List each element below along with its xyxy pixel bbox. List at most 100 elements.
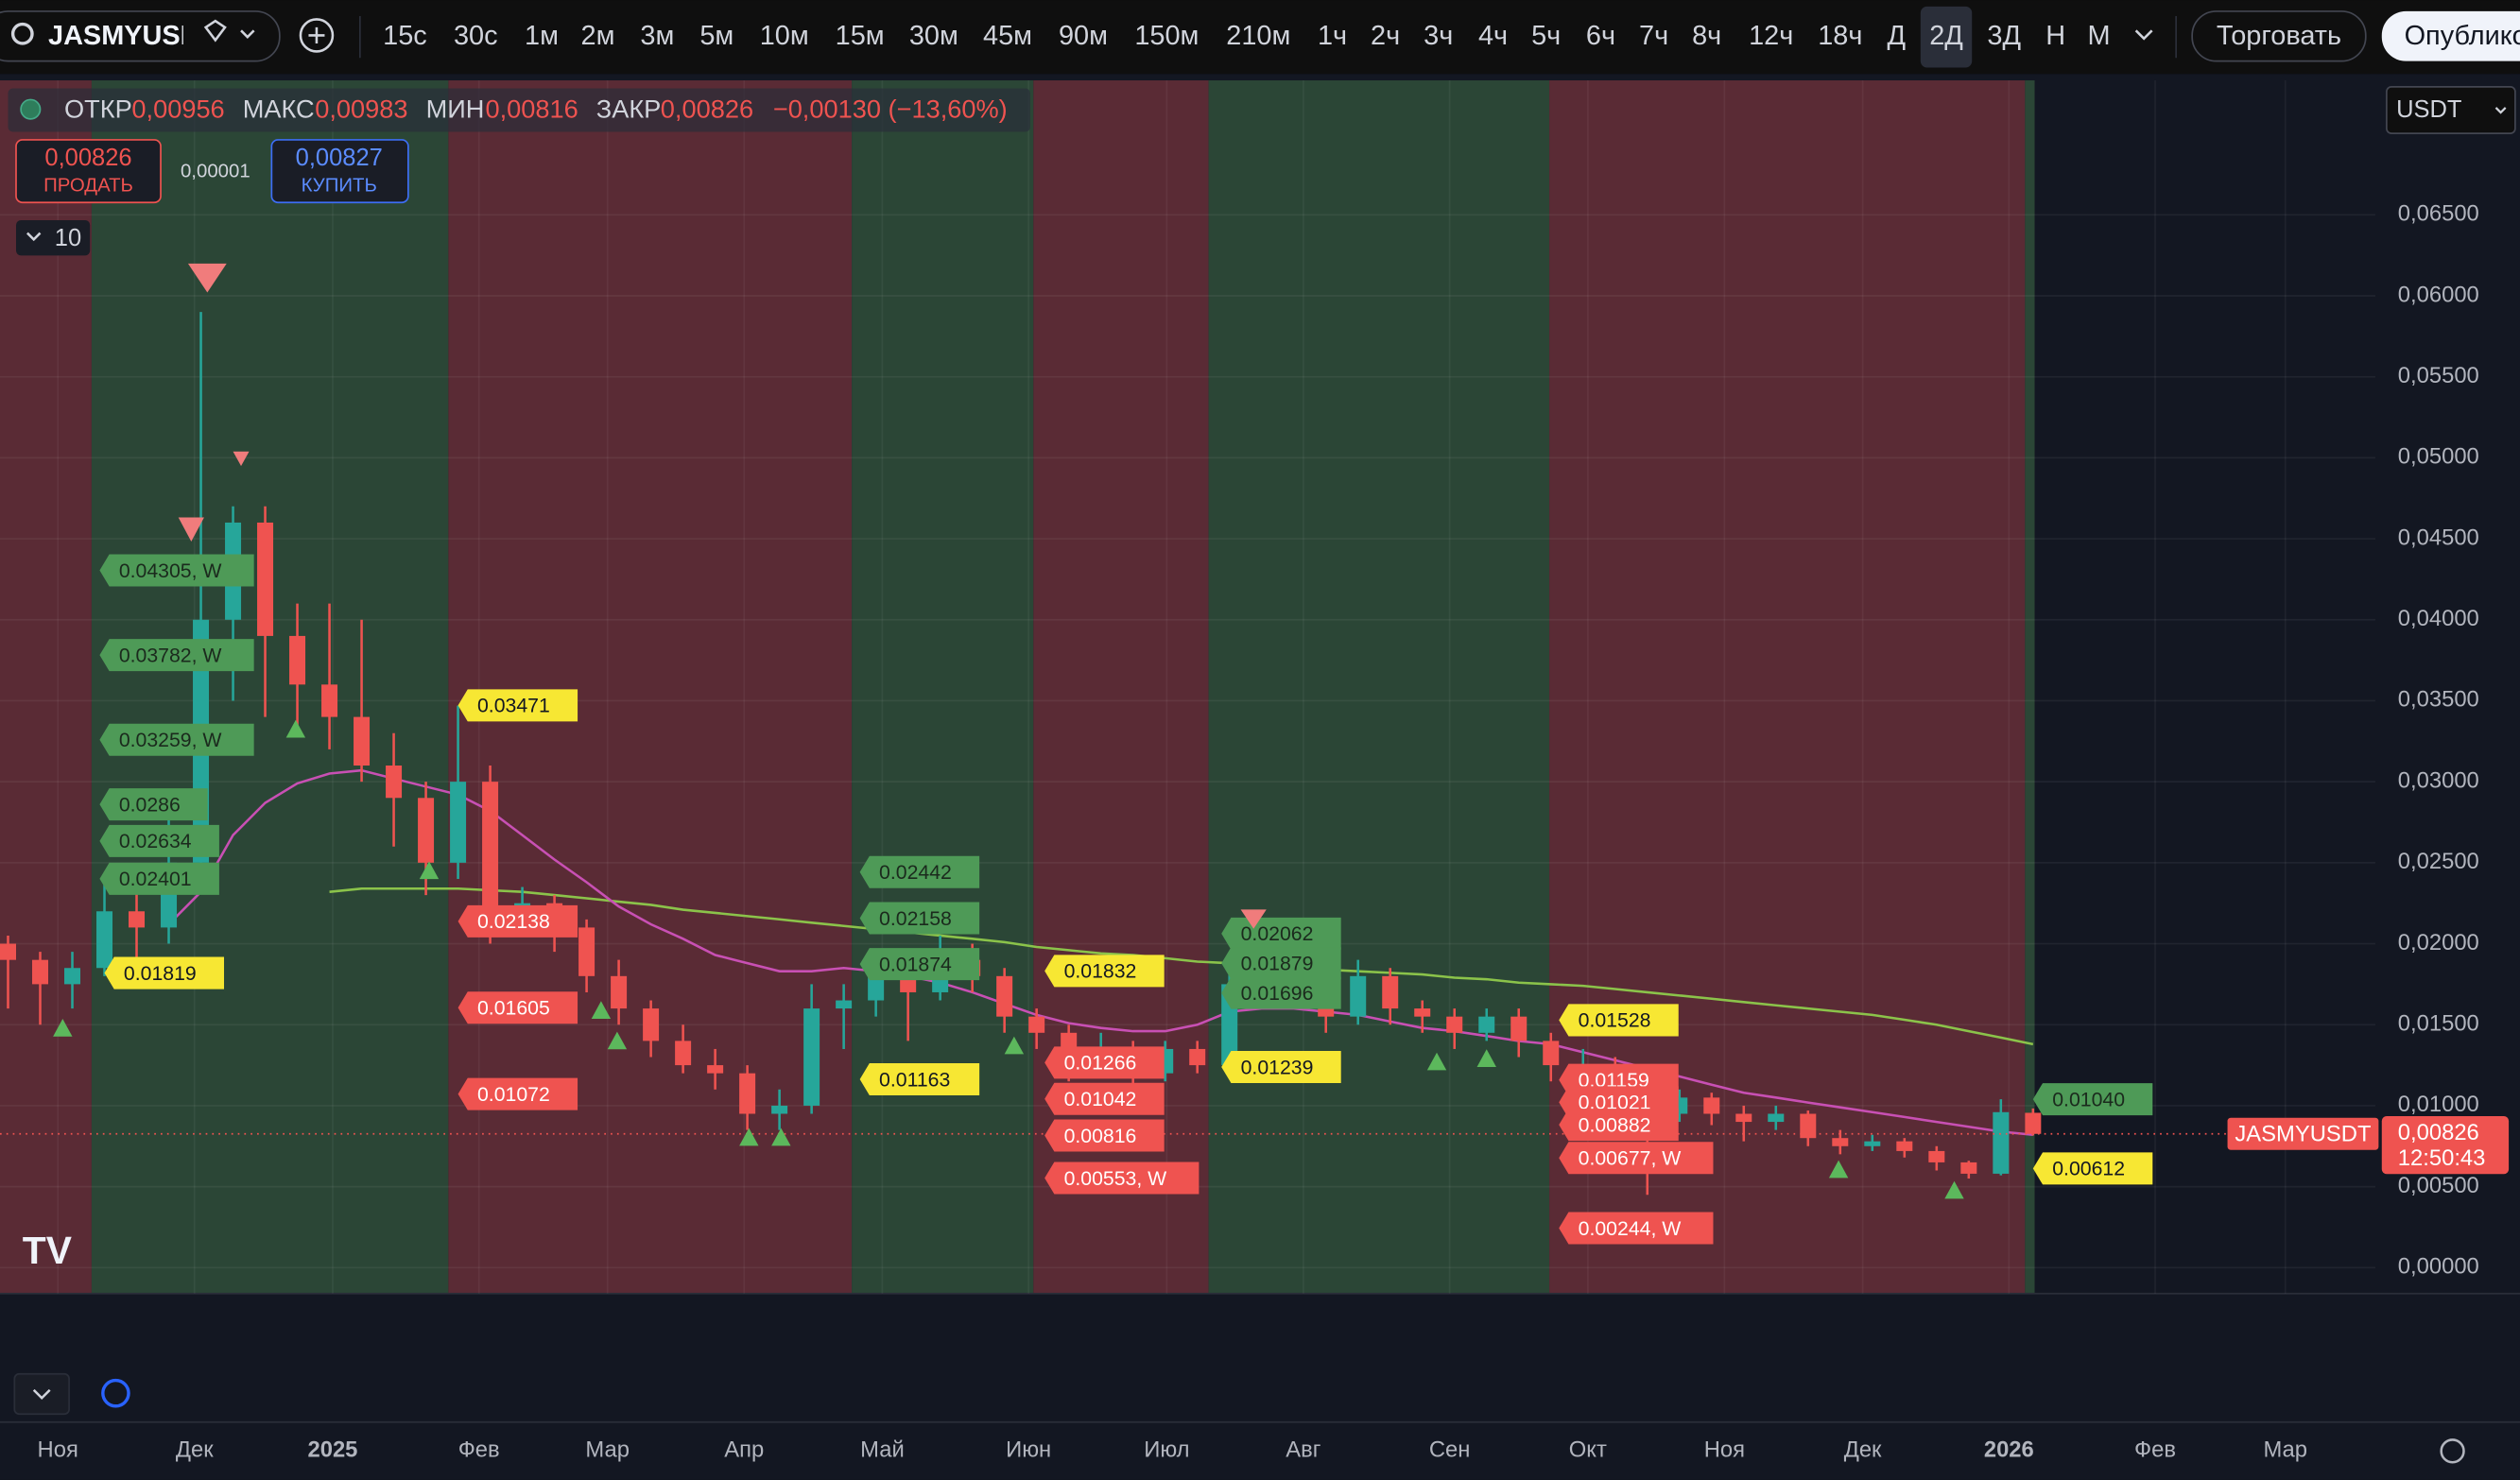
trade-button[interactable] <box>2191 10 2367 62</box>
interval[interactable]: Н <box>2045 21 2065 51</box>
legend-bg <box>8 88 1030 132</box>
interval[interactable]: 2ч <box>1371 21 1400 51</box>
candle-body <box>1800 1113 1817 1139</box>
buy-button[interactable] <box>270 139 409 204</box>
buy-signal <box>607 1031 628 1050</box>
candle-body <box>1510 1016 1528 1041</box>
buy-price[interactable]: 0,00827 <box>296 145 383 171</box>
interval[interactable]: 30м <box>909 21 958 51</box>
price-tag: 0.00816 <box>1044 1119 1165 1152</box>
interval[interactable]: 3ч <box>1424 21 1453 51</box>
active-interval-bg <box>1920 6 1973 68</box>
x-tick-label: Мар <box>2263 1437 2307 1463</box>
price-tag-label: 0.03782, W <box>119 644 222 666</box>
price-tag-label: 0.01605 <box>477 997 550 1020</box>
chevron <box>32 1388 51 1401</box>
x-tick-label: Авг <box>1286 1437 1320 1463</box>
candle-body <box>129 911 146 928</box>
trade-panel: 0,00826 ПРОДАТЬ 0,00001 0,00827 КУПИТЬ 1… <box>15 139 409 256</box>
currency-select[interactable] <box>2386 85 2516 135</box>
candle-body <box>1350 975 1367 1017</box>
interval[interactable]: 2м <box>581 21 615 51</box>
price-tag: 0.03471 <box>457 689 578 722</box>
price-tag-box <box>1044 1162 1200 1195</box>
interval[interactable]: 1ч <box>1318 21 1347 51</box>
interval[interactable]: 8ч <box>1692 21 1721 51</box>
search-icon <box>10 22 34 45</box>
price-tag-box <box>2032 1152 2153 1185</box>
interval[interactable]: 7ч <box>1639 21 1668 51</box>
candle-body <box>1864 1141 1881 1146</box>
price-tag-label: 0.00677, W <box>1579 1147 1682 1170</box>
zone-green <box>2025 80 2035 1294</box>
symbol[interactable]: JASMYUSDT <box>48 21 217 51</box>
candle-body <box>1768 1113 1785 1123</box>
publish-button[interactable] <box>2381 10 2520 61</box>
add-symbol[interactable] <box>299 18 335 53</box>
candle-body <box>1928 1150 1945 1162</box>
symbol-box[interactable] <box>0 10 281 62</box>
interval[interactable]: 12ч <box>1749 21 1793 51</box>
price-tag-label: 0.03259, W <box>119 729 222 751</box>
interval[interactable]: М <box>2087 21 2110 51</box>
price-tag-box <box>457 689 578 722</box>
interval[interactable]: Д <box>1888 21 1907 51</box>
price-tag-box <box>1221 947 1341 980</box>
candle-body <box>739 1073 756 1114</box>
candle-body <box>707 1065 724 1074</box>
interval[interactable]: 30с <box>454 21 498 51</box>
interval[interactable]: 1м <box>525 21 559 51</box>
interval[interactable]: 15с <box>383 21 427 51</box>
sell-label[interactable]: ПРОДАТЬ <box>43 176 133 197</box>
buy-signal <box>1944 1180 1964 1199</box>
x-tick-label: Фев <box>2134 1437 2176 1463</box>
interval[interactable]: 3м <box>640 21 674 51</box>
signals <box>178 263 1267 929</box>
sync-icon[interactable] <box>101 1378 130 1408</box>
price-tag: 0.01874 <box>859 948 980 981</box>
sell-button[interactable] <box>15 139 162 204</box>
close-label: ЗАКР <box>596 95 662 124</box>
publish-label[interactable]: Опубликовать <box>2405 21 2520 51</box>
price-tag-label: 0.02138 <box>477 910 550 933</box>
candle-body <box>836 1000 853 1009</box>
indicators-toggle[interactable] <box>16 219 91 256</box>
price-tag: 0.02138 <box>457 904 578 938</box>
panel-toggle[interactable] <box>13 1372 70 1416</box>
interval[interactable]: 90м <box>1059 21 1108 51</box>
y-tick-label: 0,05000 <box>2398 444 2479 470</box>
price-tag: 0.04305, W <box>99 554 254 587</box>
interval[interactable]: 150м <box>1134 21 1199 51</box>
interval[interactable]: 18ч <box>1818 21 1862 51</box>
interval[interactable]: 10м <box>760 21 809 51</box>
grid <box>0 80 2375 1294</box>
price-tag-label: 0.00816 <box>1064 1125 1137 1147</box>
buy-label[interactable]: КУПИТЬ <box>302 176 377 197</box>
interval[interactable]: 2Д <box>1929 21 1963 51</box>
interval[interactable]: 45м <box>983 21 1032 51</box>
currency[interactable]: USDT <box>2396 96 2461 123</box>
price-tag-label: 0.01696 <box>1241 982 1314 1005</box>
price-tag-label: 0.00244, W <box>1579 1217 1682 1240</box>
interval[interactable]: 15м <box>836 21 885 51</box>
interval[interactable]: 4ч <box>1478 21 1508 51</box>
interval[interactable]: 6ч <box>1586 21 1615 51</box>
price-tag-label: 0.02062 <box>1241 922 1314 945</box>
plus <box>308 26 325 43</box>
price-tag-box <box>99 639 254 672</box>
interval[interactable]: 3Д <box>1987 21 2021 51</box>
candle-body <box>354 716 371 766</box>
settings-icon[interactable] <box>2440 1438 2465 1464</box>
buy-signal <box>591 1001 612 1019</box>
symbol-tag: JASMYUSDT <box>2235 1122 2371 1147</box>
x-tick-label: 2025 <box>307 1437 357 1463</box>
interval[interactable]: 5ч <box>1531 21 1561 51</box>
sell-price[interactable]: 0,00826 <box>44 145 131 171</box>
trade-label[interactable]: Торговать <box>2217 21 2341 51</box>
intervals-more[interactable] <box>2134 29 2153 41</box>
indicators-count[interactable]: 10 <box>55 225 81 251</box>
price-tag: 0.01879 <box>1221 947 1341 980</box>
interval[interactable]: 210м <box>1226 21 1290 51</box>
interval[interactable]: 5м <box>699 21 734 51</box>
